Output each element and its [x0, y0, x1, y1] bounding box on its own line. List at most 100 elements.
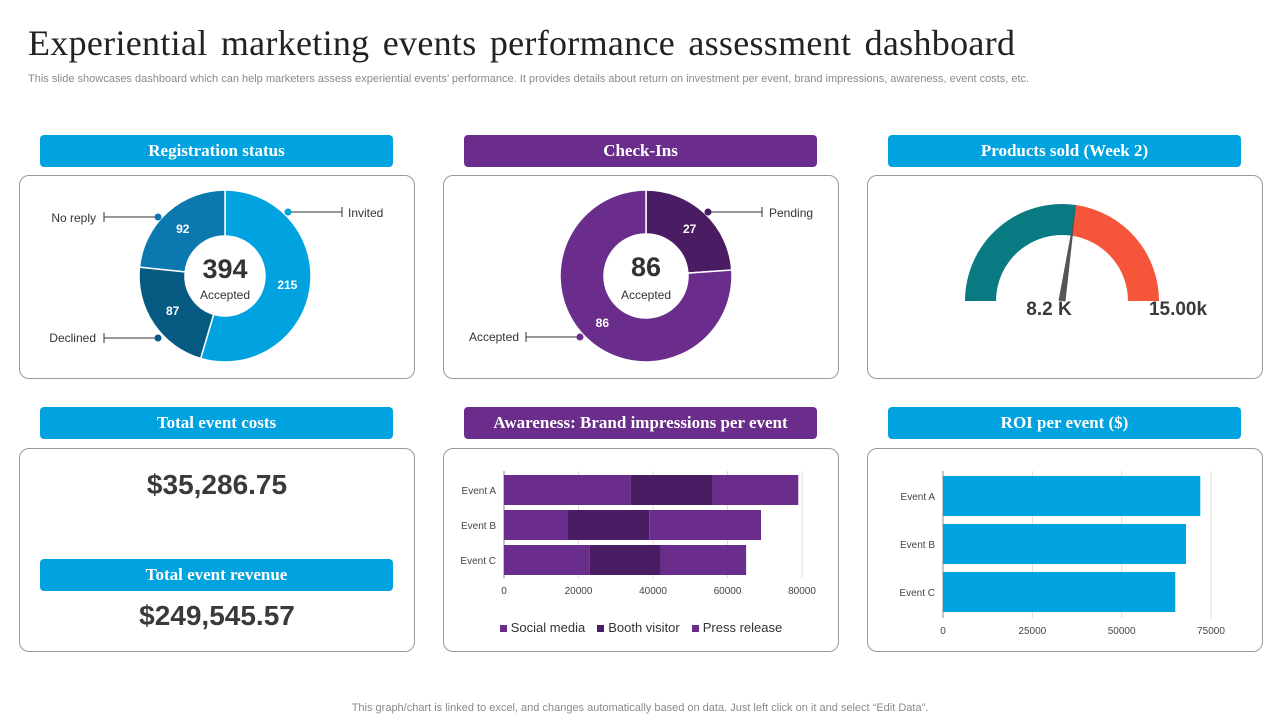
checkins-panel: 27 86 Pending Accepted 86 Accepted	[443, 175, 839, 379]
total-event-costs-value: $35,286.75	[146, 469, 288, 500]
callout-label-invited: Invited	[348, 206, 383, 220]
callout-label-no-reply: No reply	[51, 211, 96, 225]
total-event-revenue-value: $249,545.57	[139, 600, 295, 631]
registration-center-label: Accepted	[200, 288, 250, 302]
legend-item-social-media: Social media	[499, 620, 586, 635]
bar-event-a	[943, 476, 1201, 516]
x-tick-label: 20000	[565, 586, 593, 597]
legend-label: Social media	[510, 620, 586, 635]
slice-value-declined: 87	[166, 304, 180, 318]
costs-heading: Total event costs	[40, 407, 393, 439]
x-tick-label: 0	[940, 626, 946, 637]
callout-label-declined: Declined	[49, 331, 96, 345]
slice-value-pending: 27	[683, 222, 697, 236]
registration-donut-chart: 215 87 92 Invited No reply Declined 394 Acce…	[49, 189, 383, 363]
y-tick-label: Event C	[899, 588, 935, 599]
registration-donut: 215 87 92	[138, 189, 312, 363]
roi-bar-chart: 0 25000 50000 75000 Event A Event B Event C	[899, 471, 1225, 637]
x-tick-label: 0	[501, 586, 507, 597]
legend-swatch	[499, 625, 507, 632]
callout-line-invited	[288, 207, 343, 217]
x-tick-label: 80000	[788, 586, 816, 597]
callout-line-no-reply	[103, 212, 158, 222]
awareness-panel: 0 20000 40000 60000 80000 Event A Event B Event…	[443, 448, 839, 652]
y-tick-label: Event B	[461, 521, 496, 532]
slice-declined	[138, 266, 215, 360]
bar-event-c-press-release	[660, 545, 747, 575]
footer-note: This graph/chart is linked to excel, and…	[351, 702, 929, 714]
callout-label-pending: Pending	[769, 206, 813, 220]
page-subtitle: This slide showcases dashboard which can…	[28, 73, 1030, 85]
legend-swatch	[691, 625, 699, 632]
callout-line-declined	[103, 333, 158, 343]
y-tick-label: Event C	[460, 556, 496, 567]
bar-event-b-booth-visitor	[567, 510, 650, 540]
bar-event-b-press-release	[649, 510, 762, 540]
callout-dot-declined	[154, 334, 162, 342]
legend-item-booth-visitor: Booth visitor	[597, 620, 680, 635]
awareness-bars	[504, 475, 799, 575]
bar-event-c-social-media	[504, 545, 590, 575]
legend-item-press-release: Press release	[691, 620, 783, 635]
roi-panel: 0 25000 50000 75000 Event A Event B Event C	[867, 448, 1263, 652]
checkins-donut: 27 86	[559, 189, 733, 363]
bar-event-a-booth-visitor	[630, 475, 713, 505]
registration-callouts: Invited No reply Declined	[49, 206, 383, 345]
slice-no-reply	[138, 189, 226, 273]
callout-line-accepted	[525, 332, 580, 342]
gauge-max-label: 15.00k	[1149, 299, 1208, 320]
bar-event-b	[943, 524, 1186, 564]
callout-dot-no-reply	[154, 213, 162, 221]
callout-label-accepted: Accepted	[469, 330, 519, 344]
checkins-callouts: Pending Accepted	[469, 206, 813, 344]
slice-value-invited: 215	[277, 278, 297, 292]
roi-heading: ROI per event ($)	[888, 407, 1241, 439]
costs-panel: $35,286.75 Total event revenue $249,545.…	[19, 448, 415, 652]
products-panel: 8.2 K 15.00k	[867, 175, 1263, 379]
slice-accepted	[559, 189, 733, 363]
awareness-legend: Social media Booth visitor Press release	[444, 620, 838, 635]
registration-panel: 215 87 92 Invited No reply Declined 394 Acce…	[19, 175, 415, 379]
page-title: Experiential marketing events performanc…	[28, 23, 1016, 63]
registration-center-value: 394	[202, 254, 247, 284]
checkins-center-label: Accepted	[621, 288, 671, 302]
registration-heading: Registration status	[40, 135, 393, 167]
gauge-needle	[1058, 207, 1076, 302]
legend-swatch	[597, 625, 605, 632]
revenue-heading: Total event revenue	[40, 559, 393, 591]
y-tick-label: Event B	[900, 540, 935, 551]
slice-pending	[645, 189, 733, 274]
bar-event-c-booth-visitor	[589, 545, 661, 575]
roi-labels: 0 25000 50000 75000 Event A Event B Event C	[899, 492, 1225, 637]
x-tick-label: 40000	[639, 586, 667, 597]
products-gauge: 8.2 K 15.00k	[965, 204, 1208, 320]
y-tick-label: Event A	[462, 486, 497, 497]
bar-event-a-social-media	[504, 475, 631, 505]
legend-label: Press release	[702, 620, 783, 635]
checkins-center-value: 86	[631, 252, 661, 282]
roi-bars	[943, 476, 1201, 612]
slice-value-no-reply: 92	[176, 222, 190, 236]
callout-line-pending	[708, 207, 763, 217]
x-tick-label: 50000	[1108, 626, 1136, 637]
y-tick-label: Event A	[901, 492, 936, 503]
awareness-heading: Awareness: Brand impressions per event	[464, 407, 817, 439]
x-tick-label: 60000	[714, 586, 742, 597]
checkins-heading: Check-Ins	[464, 135, 817, 167]
x-tick-label: 25000	[1018, 626, 1046, 637]
awareness-labels: 0 20000 40000 60000 80000 Event A Event B Event…	[460, 486, 816, 597]
x-tick-label: 75000	[1197, 626, 1225, 637]
gauge-remaining-arc	[1071, 205, 1159, 301]
products-heading: Products sold (Week 2)	[888, 135, 1241, 167]
slice-invited	[199, 189, 312, 363]
slice-value-accepted: 86	[596, 316, 610, 330]
bar-event-c	[943, 572, 1176, 612]
callout-dot-accepted	[576, 333, 584, 341]
gauge-arcs	[965, 204, 1159, 302]
gauge-value-label: 8.2 K	[1026, 299, 1072, 320]
checkins-donut-chart: 27 86 Pending Accepted 86 Accepted	[469, 189, 813, 363]
callout-dot-pending	[704, 208, 712, 216]
bar-event-a-press-release	[712, 475, 799, 505]
legend-label: Booth visitor	[608, 620, 680, 635]
bar-event-b-social-media	[504, 510, 568, 540]
